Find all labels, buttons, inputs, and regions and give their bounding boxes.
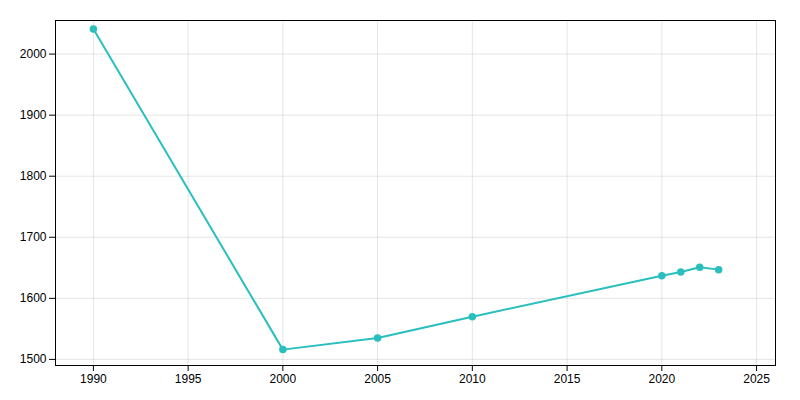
svg-text:1500: 1500	[20, 352, 47, 366]
svg-text:1995: 1995	[175, 372, 202, 386]
svg-text:2015: 2015	[554, 372, 581, 386]
svg-text:2005: 2005	[364, 372, 391, 386]
svg-text:2000: 2000	[270, 372, 297, 386]
svg-text:2020: 2020	[648, 372, 675, 386]
svg-text:1900: 1900	[20, 108, 47, 122]
svg-text:2010: 2010	[459, 372, 486, 386]
svg-text:2000: 2000	[20, 47, 47, 61]
svg-text:1700: 1700	[20, 230, 47, 244]
svg-text:1600: 1600	[20, 291, 47, 305]
svg-text:2025: 2025	[743, 372, 770, 386]
svg-text:1800: 1800	[20, 169, 47, 183]
svg-text:1990: 1990	[80, 372, 107, 386]
